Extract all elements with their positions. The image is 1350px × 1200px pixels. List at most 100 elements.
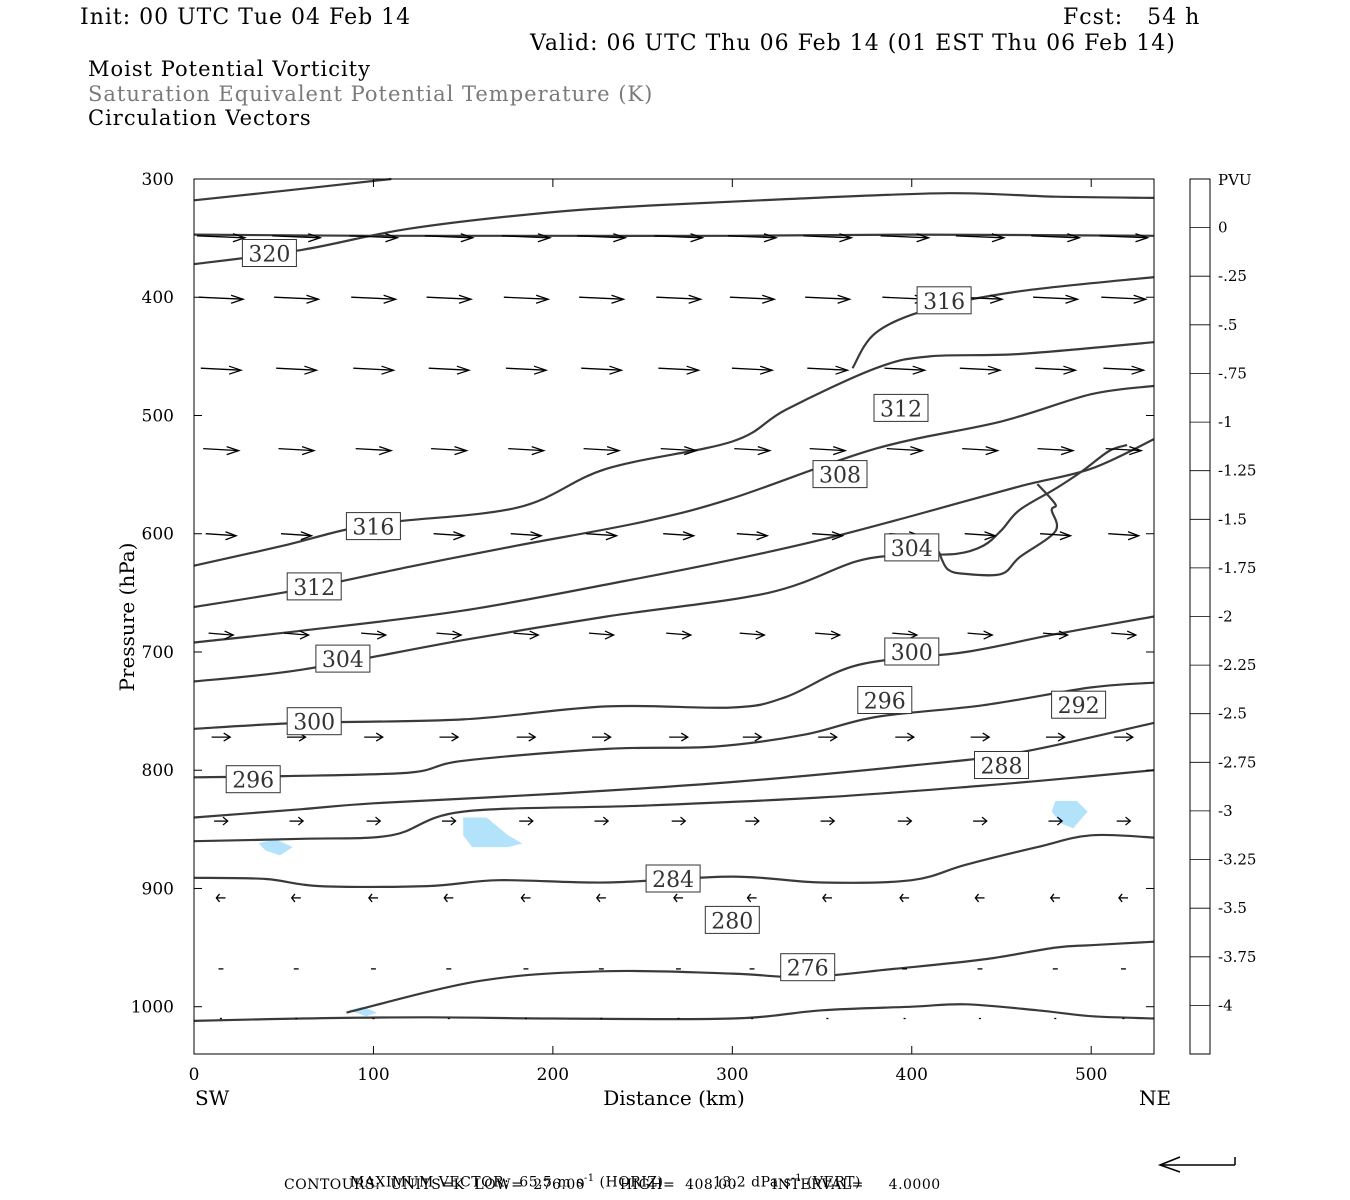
contour-label: 296 [857,686,913,715]
vector-shaft [196,235,245,239]
circulation-vector [198,294,246,304]
reference-vector-icon [1157,1156,1236,1173]
vector-head [306,294,321,304]
vector-head [1118,893,1123,903]
circulation-vector [280,531,314,541]
vector-head [673,893,678,903]
horiz-tag: (HORIZ) [599,1174,664,1191]
colorbar-tick-label: -.75 [1218,364,1247,382]
vector-head [224,630,235,640]
vector-shaft [276,367,317,371]
circulation-vector [290,893,301,903]
vector-head [452,630,463,640]
vector-head [604,630,616,640]
contour-label-box [345,512,401,541]
axes: 0 100 200 300 400 500 300 400 500 600 700 800 900 100… [131,170,1154,1085]
vector-head [537,233,553,243]
circulation-vector [203,445,241,456]
vector-shaft [426,296,472,300]
vector-head [376,630,388,640]
contour-label-box [780,953,836,982]
contour-label-text: 312 [880,397,922,422]
theta-e-contour-13 [193,833,1155,889]
contour-label-text: 312 [293,576,335,601]
circulation-vector [899,893,910,903]
circulation-vector [660,445,699,456]
x-tick-label: 100 [357,1065,389,1085]
vector-shaft [501,235,551,239]
circulation-vector [505,365,549,375]
circulation-vector [742,732,763,742]
circulation-vector [366,816,382,826]
circulation-vector [669,732,689,742]
circulation-vector [739,630,766,640]
contour-label-text: 284 [652,868,694,893]
colorbar-tick-label: -.25 [1218,267,1247,285]
contour-label: 292 [1051,690,1107,719]
circulation-vector [1037,445,1076,456]
vector-head [983,630,994,640]
circulation-vector [1048,816,1064,826]
theta-e-contour-10 [193,681,1155,779]
vector-shaft [505,367,547,371]
contour-label-text: 280 [711,909,753,934]
y-tick-label: 1000 [131,998,174,1018]
vector-shaft [729,296,775,300]
colorbar-tick-label: -2 [1218,608,1233,626]
contour-label-text: 304 [891,537,933,562]
contour-label: 300 [884,637,940,666]
vector-shaft [503,296,549,300]
vector-head [301,445,317,456]
circulation-vector [364,732,384,742]
vector-head [762,294,777,304]
contour-label-box [884,533,940,562]
circulation-vector [734,445,772,456]
vector-shaft [436,632,462,636]
sw-end-label: SW [195,1086,230,1110]
theta-e-contour-8 [937,483,1059,577]
vector-shaft [431,447,467,452]
circulation-vector [208,630,235,640]
circulation-vector [654,233,705,243]
circulation-vector [805,294,852,304]
y-tick-label: 400 [142,288,174,308]
vector-head [982,732,991,742]
vector-head [912,365,927,375]
mpv-shade-region-3 [348,1006,377,1017]
vector-shaft [892,632,917,636]
contour-label-text: 308 [819,464,861,489]
circulation-vector [666,630,693,640]
circulation-vector [272,233,323,243]
theta-e-contour-9 [193,615,1155,730]
circulation-vector [443,893,454,903]
vector-head [595,893,601,903]
vector-head [822,893,827,903]
vector-head [226,445,241,456]
circulation-vector [355,445,394,456]
colorbar-tick-label: -1.25 [1218,462,1256,480]
vector-head [829,732,838,742]
vector-shaft [812,533,843,537]
theta-e-contour-2 [193,233,1155,237]
vector-head [454,445,469,456]
vector-shaft [728,235,777,239]
vector-shaft [734,447,770,452]
circulation-vector [1035,365,1078,375]
vector-head [450,816,457,826]
x-tick-label: 400 [896,1065,928,1085]
x-tick-label: 500 [1075,1065,1107,1085]
contour-label-box [645,864,701,893]
vector-head [535,294,551,304]
circulation-vector [1101,294,1148,304]
circulation-vector [731,365,775,375]
contour-label: 276 [780,953,836,982]
y-tick-label: 500 [142,406,174,426]
circulation-vector [205,531,239,541]
circulation-vector [973,816,988,826]
colorbar-tick-label: 0 [1218,219,1228,237]
vector-head [299,630,311,640]
circulation-vector [439,732,460,742]
vector-head [527,816,534,826]
vector-head [688,294,703,304]
